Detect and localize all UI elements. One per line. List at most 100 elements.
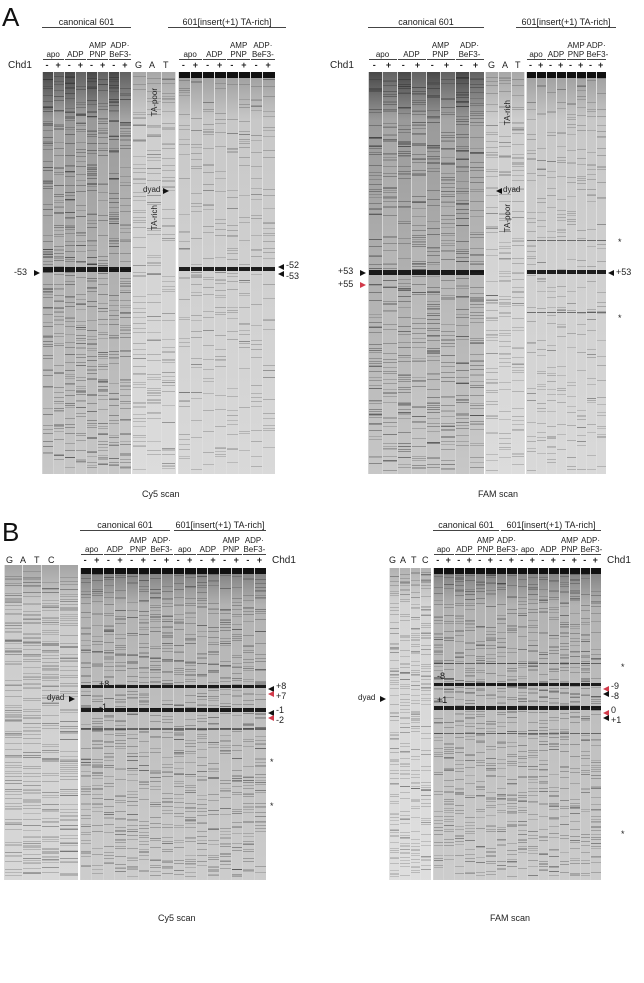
gel-band: [53, 423, 64, 425]
gel-lane: [397, 72, 411, 474]
gel-band: [92, 774, 103, 776]
gel-band: [576, 124, 586, 126]
gel-band-strong: [196, 728, 208, 730]
gel-band: [120, 281, 131, 283]
gel-band: [185, 719, 196, 721]
gel-band: [23, 768, 41, 770]
gel-band: [239, 106, 251, 108]
gel-band: [251, 139, 263, 141]
gel-band: [412, 86, 426, 88]
gel-band: [426, 247, 440, 249]
gel-band: [120, 127, 131, 129]
gel-band: [441, 460, 455, 462]
gel-band: [147, 154, 161, 156]
gel-band: [23, 682, 41, 684]
gel-band: [397, 386, 411, 388]
gel-band: [53, 256, 64, 258]
arrow-icon: [34, 270, 40, 276]
gel-band: [239, 449, 251, 451]
gel-band: [400, 672, 410, 674]
gel-band: [512, 121, 525, 123]
gel-band: [92, 665, 103, 667]
gel-band: [227, 150, 239, 152]
gel-band: [92, 865, 103, 867]
gel-band: [23, 679, 41, 681]
gel-band: [220, 747, 231, 749]
gel-band: [397, 113, 411, 115]
gel-band: [368, 264, 382, 266]
gel-band: [389, 674, 399, 676]
gel-band: [161, 827, 173, 829]
gel-band: [251, 234, 263, 236]
gel-band: [4, 632, 22, 634]
gel-band: [455, 335, 469, 337]
gel-band: [231, 677, 243, 679]
gel-band: [214, 355, 226, 357]
gel-band: [227, 448, 239, 450]
gel-band: [441, 156, 455, 158]
gel-band: [147, 97, 161, 99]
gel-band: [127, 865, 138, 867]
gel-band: [23, 613, 41, 615]
gel-band: [103, 659, 115, 661]
gel-band: [120, 350, 131, 352]
gel-band: [109, 397, 120, 399]
gel-band: [470, 315, 484, 317]
arrow-icon: [268, 710, 274, 716]
gel-band: [470, 166, 484, 168]
gel-band: [150, 657, 161, 659]
gel-band: [80, 865, 92, 867]
gel-band: [190, 292, 202, 294]
gel-band: [132, 382, 147, 384]
gel-band: [383, 127, 397, 129]
gel-band: [546, 399, 556, 401]
gel-band: [389, 644, 399, 646]
gel-band: [53, 410, 64, 412]
gel-band: [23, 688, 41, 690]
gel-band: [383, 153, 397, 155]
gel-band: [53, 387, 64, 389]
gel-band: [254, 661, 266, 663]
gel-band: [80, 675, 92, 677]
gel-band: [92, 759, 103, 761]
gel-band: [410, 604, 420, 606]
gel-band: [23, 579, 41, 581]
gel-band: [426, 247, 440, 249]
gel-band: [397, 448, 411, 450]
gel-band: [60, 625, 78, 627]
gel-band: [433, 587, 443, 589]
gel-band: [196, 635, 208, 637]
gel-band: [75, 114, 86, 116]
gel-band: [498, 155, 512, 157]
gel-band: [410, 769, 420, 771]
gel-band: [389, 760, 399, 762]
gel-band: [220, 665, 231, 667]
gel-band: [109, 242, 120, 244]
gel-band: [138, 731, 150, 733]
gel-band: [383, 100, 397, 102]
gel-band: [41, 821, 59, 823]
gel-band: [190, 319, 202, 321]
gel-band: [383, 461, 397, 463]
gel-band: [23, 676, 41, 678]
gel-band: [421, 634, 431, 636]
gel-band: [87, 226, 98, 228]
gel-band: [208, 627, 219, 629]
gel-band: [23, 687, 41, 689]
gel-band: [383, 287, 397, 289]
gel-band: [397, 206, 411, 208]
gel-band: [138, 764, 150, 766]
gel-band: [426, 82, 440, 84]
gel-band: [470, 254, 484, 256]
gel-band: [161, 467, 176, 469]
gel-band: [576, 351, 586, 353]
gel-band: [147, 234, 161, 236]
gel-band: [132, 413, 147, 415]
gel-band: [60, 738, 78, 740]
gel-band: [455, 338, 469, 340]
gel-band: [536, 159, 546, 161]
condition-label: ADP· BeF3-: [580, 536, 602, 555]
gel-band: [412, 284, 426, 286]
gel-band: [410, 773, 420, 775]
gel-band: [147, 388, 161, 390]
